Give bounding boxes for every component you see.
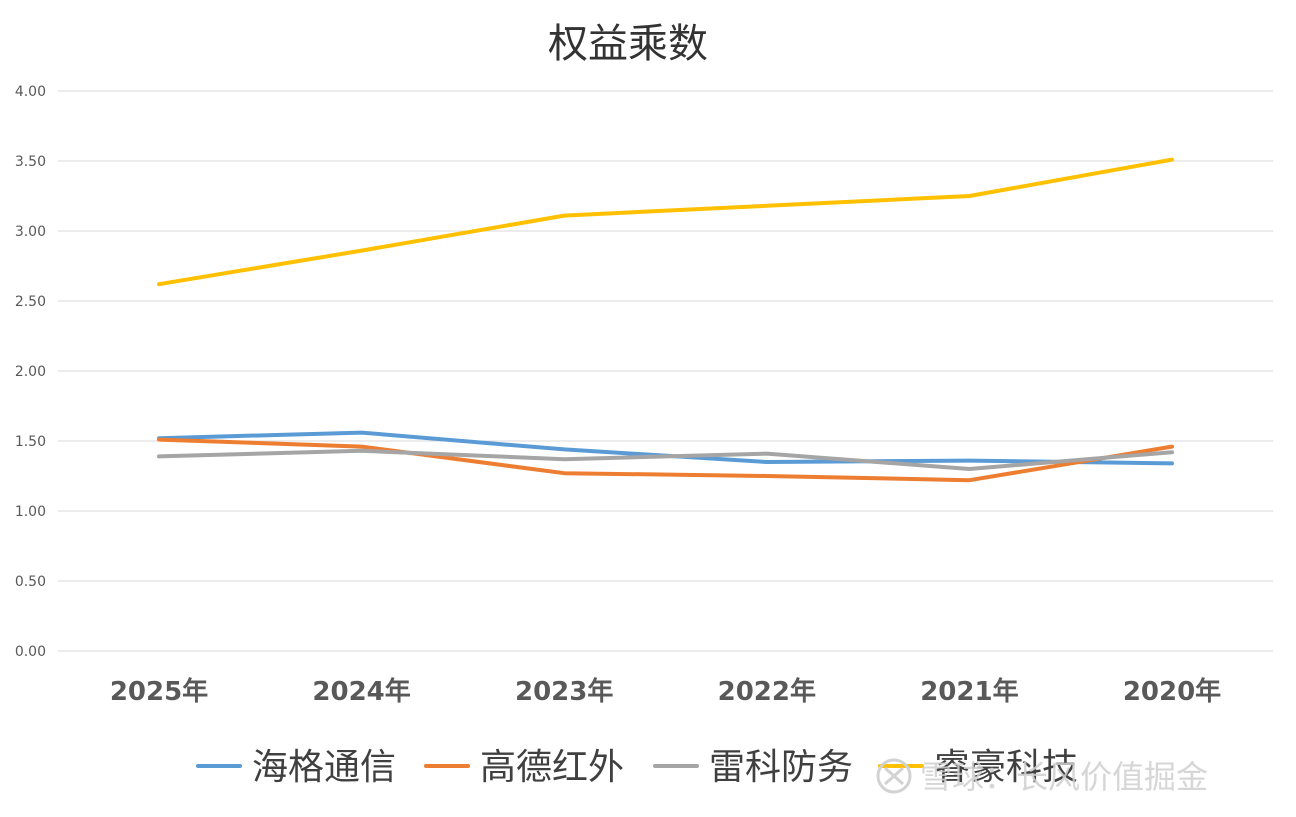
gridlines bbox=[58, 90, 1273, 652]
legend-label: 高德红外 bbox=[480, 747, 624, 788]
y-tick-label: 1.50 bbox=[15, 434, 46, 450]
y-tick-label: 0.50 bbox=[15, 574, 46, 590]
x-axis-tick-labels: 2025年 2024年 2023年 2022年 2021年 2020年 bbox=[110, 676, 1221, 707]
x-tick-label: 2024年 bbox=[312, 676, 410, 707]
series-line-3 bbox=[157, 448, 1174, 471]
y-tick-label: 1.00 bbox=[15, 504, 46, 520]
legend-label: 睿豪科技 bbox=[934, 747, 1078, 788]
legend: 海格通信 高德红外 雷科防务 睿豪科技 bbox=[196, 747, 1078, 788]
y-tick-label: 3.00 bbox=[15, 224, 46, 240]
y-tick-label: 2.50 bbox=[15, 294, 46, 310]
watermark: 雪球：长风价值掘金 bbox=[876, 758, 1208, 796]
y-tick-label: 2.00 bbox=[15, 364, 46, 380]
y-tick-label: 3.50 bbox=[15, 154, 46, 170]
series-line-4 bbox=[157, 157, 1174, 287]
x-tick-label: 2025年 bbox=[110, 676, 208, 707]
x-tick-label: 2021年 bbox=[920, 676, 1018, 707]
series-line-1 bbox=[157, 430, 1174, 466]
chart-title: 权益乘数 bbox=[548, 21, 708, 67]
x-tick-label: 2023年 bbox=[515, 676, 613, 707]
series-lines bbox=[157, 157, 1174, 483]
series-line-2 bbox=[157, 437, 1174, 483]
y-axis-tick-labels: 0.00 0.50 1.00 1.50 2.00 2.50 3.00 3.50 4.00 bbox=[15, 84, 46, 660]
legend-label: 雷科防务 bbox=[709, 747, 853, 788]
legend-label: 海格通信 bbox=[252, 747, 396, 788]
xueqiu-logo-icon bbox=[876, 758, 912, 794]
x-tick-label: 2022年 bbox=[718, 676, 816, 707]
y-tick-label: 4.00 bbox=[15, 84, 46, 100]
y-tick-label: 0.00 bbox=[15, 644, 46, 660]
x-tick-label: 2020年 bbox=[1123, 676, 1221, 707]
watermark-text: 雪球：长风价值掘金 bbox=[920, 758, 1208, 796]
